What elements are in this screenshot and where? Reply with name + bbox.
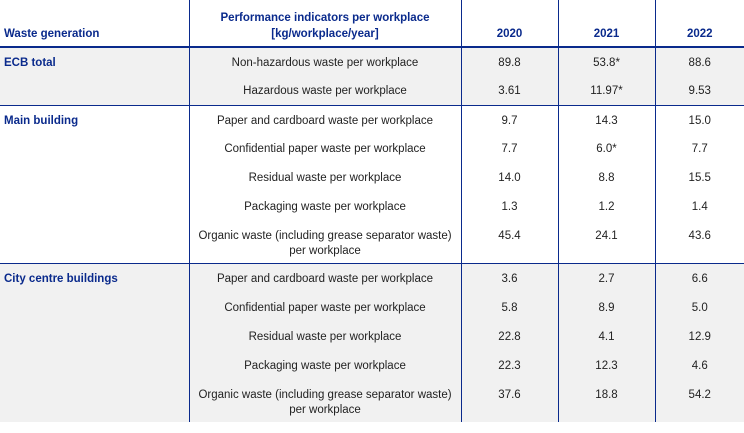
value-2022: 9.53 [654,76,744,105]
value-2020: 5.8 [460,292,558,322]
value-2021: 24.1 [557,221,655,264]
table-row: Main building Paper and cardboard waste … [0,104,744,264]
section-label: ECB total [0,47,189,105]
indicator-cell: Organic waste (including grease separato… [188,379,461,422]
header-waste-generation: Waste generation [0,0,189,48]
value-2021: 4.1 [557,321,655,351]
value-2020: 9.7 [460,104,558,134]
header-year-2021: 2021 [557,0,655,48]
value-2020: 22.3 [460,350,558,380]
value-2022: 88.6 [654,47,744,76]
table-row: Confidential paper waste per workplace 5… [0,292,744,322]
value-2022: 12.9 [654,321,744,351]
table-row: Hazardous waste per workplace 3.61 11.97… [0,76,744,105]
indicator-cell: Residual waste per workplace [188,163,461,192]
value-2021: 8.8 [557,163,655,192]
header-indicator-line2: [kg/workplace/year] [271,28,379,40]
section-main-building: Main building Paper and cardboard waste … [0,104,744,264]
value-2021: 6.0* [557,134,655,163]
indicator-cell: Hazardous waste per workplace [188,76,461,105]
indicator-cell: Packaging waste per workplace [188,192,461,221]
value-2020: 1.3 [460,192,558,221]
table-row: City centre buildings Paper and cardboar… [0,263,744,422]
value-2022: 43.6 [654,221,744,264]
value-2020: 89.8 [460,47,558,76]
table-row: Confidential paper waste per workplace 7… [0,134,744,163]
value-2021: 12.3 [557,350,655,380]
value-2020: 7.7 [460,134,558,163]
value-2022: 15.5 [654,163,744,192]
value-2020: 14.0 [460,163,558,192]
section-ecb-total: ECB total Non-hazardous waste per workpl… [0,47,744,105]
value-2022: 7.7 [654,134,744,163]
header-indicator: Performance indicators per workplace [kg/… [188,0,461,48]
value-2020: 3.6 [460,263,558,293]
value-2022: 4.6 [654,350,744,380]
indicator-cell: Paper and cardboard waste per workplace [188,104,461,134]
indicator-cell: Organic waste (including grease separato… [188,221,461,264]
indicator-cell: Confidential paper waste per workplace [188,292,461,322]
value-2021: 11.97* [557,76,655,105]
indicator-cell: Residual waste per workplace [188,321,461,351]
header-indicator-line1: Performance indicators per workplace [220,12,430,24]
value-2021: 53.8* [557,47,655,76]
value-2021: 2.7 [557,263,655,293]
value-2022: 15.0 [654,104,744,134]
value-2021: 1.2 [557,192,655,221]
value-2022: 6.6 [654,263,744,293]
value-2022: 5.0 [654,292,744,322]
value-2020: 37.6 [460,379,558,422]
section-label: Main building [0,104,189,264]
table-row: ECB total Non-hazardous waste per workpl… [0,47,744,105]
value-2022: 1.4 [654,192,744,221]
header-year-2022: 2022 [654,0,744,48]
header-year-2020: 2020 [460,0,558,48]
value-2020: 45.4 [460,221,558,264]
value-2021: 18.8 [557,379,655,422]
section-label: City centre buildings [0,263,189,422]
table-row: Residual waste per workplace 14.0 8.8 15… [0,163,744,192]
value-2020: 3.61 [460,76,558,105]
indicator-cell: Paper and cardboard waste per workplace [188,263,461,293]
table-row: Organic waste (including grease separato… [0,221,744,264]
header-row: Waste generation Performance indicators … [0,0,744,48]
indicator-cell: Non-hazardous waste per workplace [188,47,461,76]
indicator-cell: Packaging waste per workplace [188,350,461,380]
section-city-centre-buildings: City centre buildings Paper and cardboar… [0,263,744,422]
waste-table: Waste generation Performance indicators … [0,0,744,422]
table-row: Residual waste per workplace 22.8 4.1 12… [0,321,744,351]
value-2021: 8.9 [557,292,655,322]
indicator-cell: Confidential paper waste per workplace [188,134,461,163]
table-row: Packaging waste per workplace 1.3 1.2 1.… [0,192,744,221]
table-row: Packaging waste per workplace 22.3 12.3 … [0,350,744,380]
table-row: Organic waste (including grease separato… [0,379,744,422]
value-2021: 14.3 [557,104,655,134]
value-2022: 54.2 [654,379,744,422]
value-2020: 22.8 [460,321,558,351]
